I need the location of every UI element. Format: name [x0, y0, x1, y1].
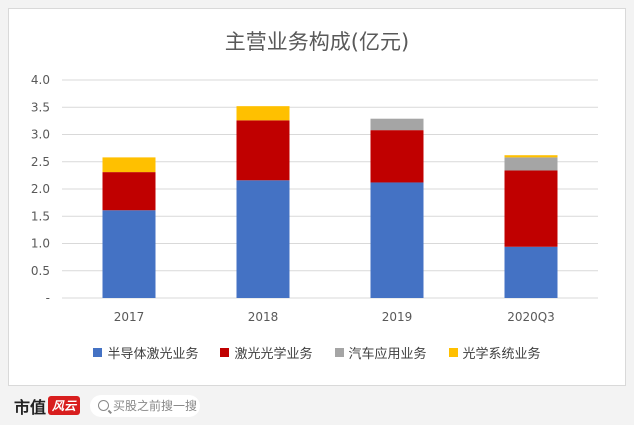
legend-swatch [448, 348, 458, 357]
legend-label: 激光光学业务 [234, 347, 313, 362]
bar-segment [102, 210, 156, 298]
x-tick-label: 2017 [114, 310, 145, 324]
bar-segment [504, 246, 558, 298]
legend-item: 激光光学业务 [220, 343, 313, 362]
legend-label: 光学系统业务 [462, 347, 541, 362]
bar-segment [102, 172, 156, 211]
bar-stacks [102, 106, 558, 298]
legend-label: 半导体激光业务 [107, 347, 199, 362]
search-placeholder: 买股之前搜一搜 [113, 399, 198, 413]
y-tick-label: - [46, 291, 50, 305]
search-box[interactable]: 买股之前搜一搜 [90, 394, 201, 417]
legend-item: 半导体激光业务 [93, 343, 198, 362]
logo-badge: 风云 [48, 396, 81, 415]
search-icon [98, 400, 110, 411]
x-tick-label: 2018 [248, 310, 279, 324]
logo-text: 市值 [14, 397, 47, 417]
y-tick-label: 4.0 [31, 73, 50, 87]
footer-bar: 市值 风云 买股之前搜一搜 [0, 386, 634, 425]
bar-segment [504, 155, 558, 158]
y-tick-label: 1.0 [31, 237, 50, 251]
bar-segment [236, 120, 290, 181]
y-tick-label: 2.5 [31, 155, 50, 169]
legend-item: 光学系统业务 [448, 343, 541, 362]
x-axis-ticks: 2017 2018 2019 2020Q3 [114, 310, 555, 324]
bar-segment [370, 130, 424, 183]
bar-segment [102, 157, 156, 173]
bar-segment [504, 170, 558, 247]
bar-segment [236, 180, 290, 298]
x-tick-label: 2019 [382, 310, 413, 324]
bar-segment [236, 106, 290, 121]
brand-logo[interactable]: 市值 风云 [14, 394, 81, 418]
legend-swatch [334, 348, 344, 357]
y-tick-label: 1.5 [31, 209, 50, 223]
chart-title: 主营业务构成(亿元) [224, 30, 410, 54]
y-axis-ticks: - 0.5 1.0 1.5 2.0 2.5 3.0 3.5 4.0 [31, 73, 50, 305]
legend-label: 汽车应用业务 [348, 347, 427, 362]
x-tick-label: 2020Q3 [507, 310, 555, 324]
bar-segment [370, 118, 424, 131]
legend-swatch [220, 348, 230, 357]
bar-segment [370, 182, 424, 298]
chart-legend: 半导体激光业务 激光光学业务 汽车应用业务 光学系统业务 [0, 343, 634, 362]
y-tick-label: 2.0 [31, 182, 50, 196]
y-tick-label: 3.5 [31, 100, 50, 114]
bar-segment [504, 157, 558, 171]
legend-item: 汽车应用业务 [334, 343, 427, 362]
legend-swatch [93, 348, 103, 357]
y-tick-label: 3.0 [31, 128, 50, 142]
y-tick-label: 0.5 [31, 264, 50, 278]
